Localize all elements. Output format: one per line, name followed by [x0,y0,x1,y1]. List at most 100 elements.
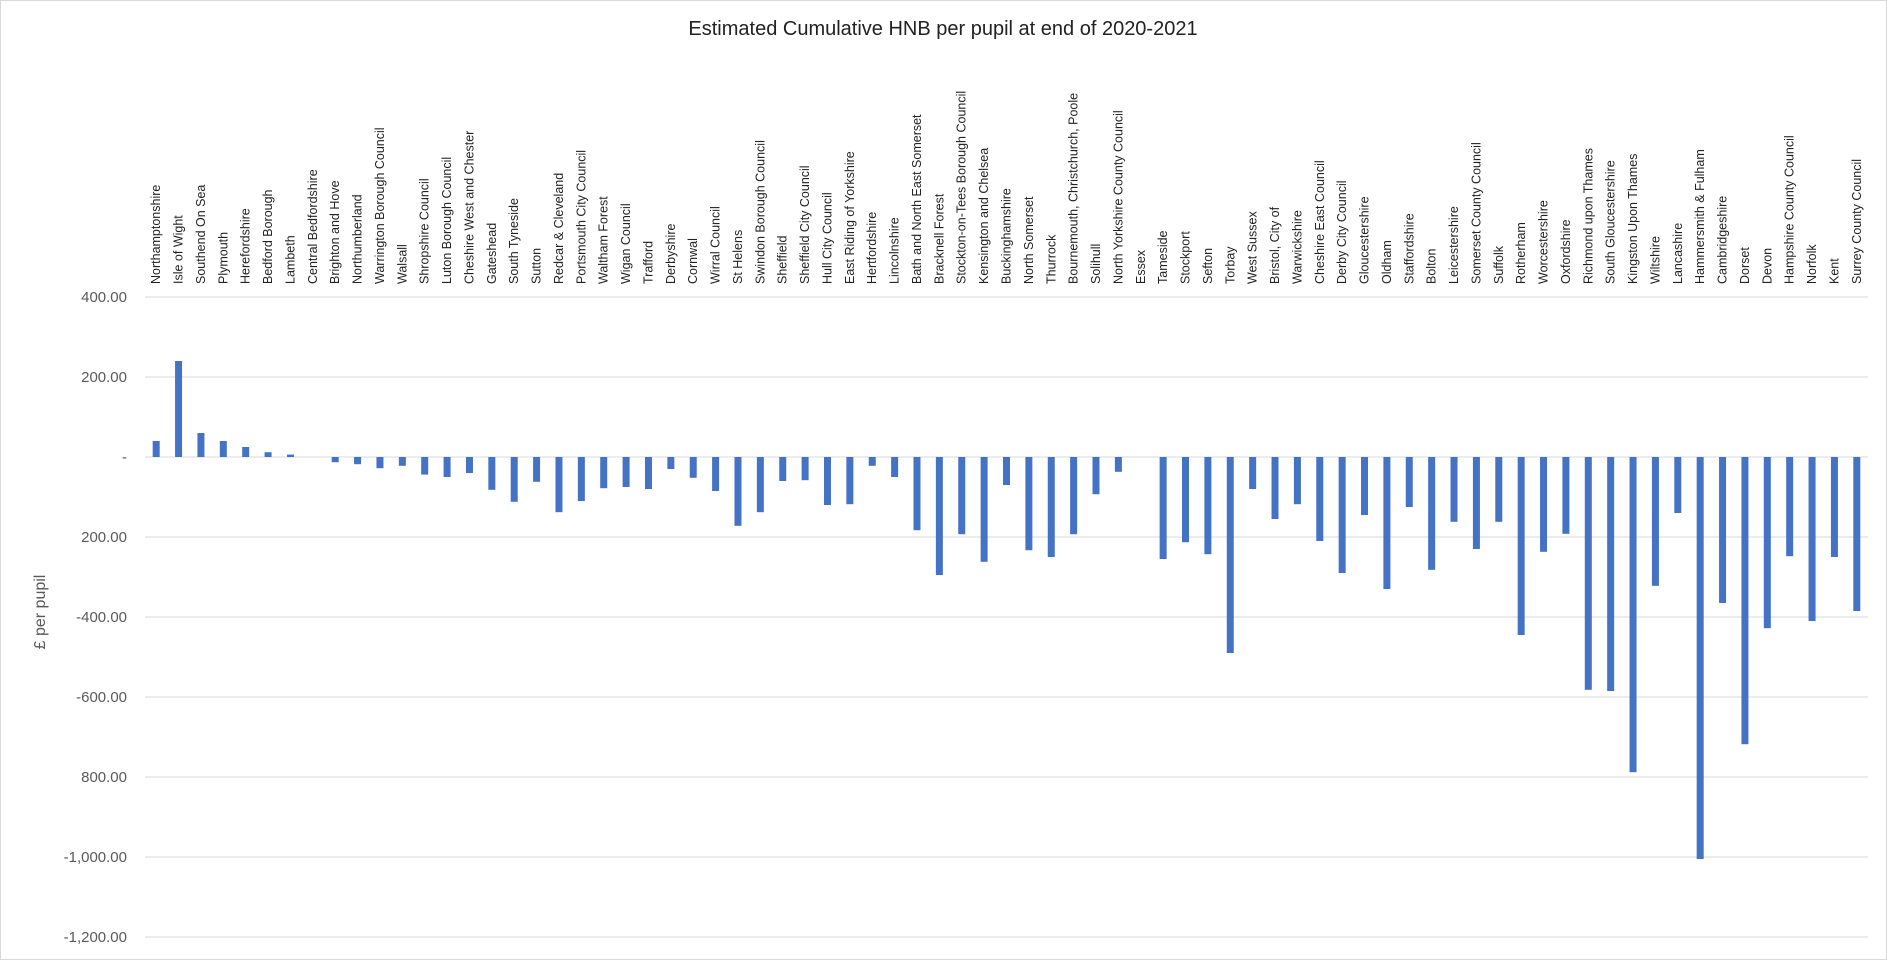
bar [935,457,943,575]
category-label: Lincolnshire [888,217,902,284]
category-label: Bracknell Forest [932,193,946,284]
category-label: Plymouth [216,232,230,284]
bar [801,457,809,481]
bar [644,457,652,489]
bar [622,457,630,487]
bar [712,457,720,491]
bar [1540,457,1548,552]
category-label: Wirral Council [709,206,723,284]
category-label: Richmond upon Thames [1581,148,1595,284]
category-label: Derbyshire [664,224,678,284]
category-label: Staffordshire [1402,213,1416,284]
category-label: Southend On Sea [194,185,208,284]
bar [1092,457,1100,495]
bar [1674,457,1682,513]
bar [1271,457,1279,519]
y-tick-label: -400.00 [76,609,127,626]
category-label: Shropshire Council [418,178,432,284]
bar [1204,457,1212,555]
bar [913,457,921,531]
category-label: Sutton [530,248,544,284]
category-label: Bedford Borough [261,189,275,284]
bar [421,457,429,475]
bar [197,433,205,457]
bar [600,457,608,489]
y-tick-label: -1,000.00 [64,849,127,866]
category-label: Sefton [1201,248,1215,284]
y-tick-label: 200.00 [81,529,127,546]
bar [779,457,787,481]
category-label: North Somerset [1022,196,1036,284]
bar [510,457,518,502]
category-label: Lancashire [1671,223,1685,284]
bar [264,452,272,457]
category-label: Warrington Borough Council [373,127,387,284]
category-label: Tameside [1156,230,1170,284]
bar [846,457,854,505]
category-label: Hampshire County Council [1783,135,1797,284]
bar [1182,457,1190,543]
bar [1607,457,1615,691]
category-label: Oldham [1380,240,1394,284]
bar [1338,457,1346,573]
category-label: Cheshire West and Chester [462,131,476,284]
bar [152,441,160,457]
bar [734,457,742,526]
category-label: Northamptonshire [149,185,163,284]
bar [533,457,541,482]
y-tick-label: - [122,449,127,466]
category-label: Isle of Wight [172,215,186,284]
category-label: South Tyneside [507,198,521,284]
category-label: Warwickshire [1290,210,1304,284]
category-label: Somerset County Council [1469,142,1483,284]
bar [242,447,250,457]
category-label: Suffolk [1492,245,1506,284]
bar [1025,457,1033,551]
bar [1003,457,1010,485]
category-label: Cornwal [686,238,700,284]
bar [1763,457,1771,629]
bar [577,457,585,501]
bar [1741,457,1749,745]
category-label: Sheffield [776,236,790,284]
category-label: South Gloucestershire [1604,160,1618,284]
bar [398,457,406,466]
bar [219,441,227,457]
bar [286,454,294,457]
bar [823,457,831,505]
category-label: Essex [1134,249,1148,284]
category-label: Sheffield City Council [798,165,812,284]
chart-title: Estimated Cumulative HNB per pupil at en… [688,18,1197,40]
category-label: Lambeth [283,235,297,284]
bar [1517,457,1525,635]
bar [1114,457,1122,472]
bar [1853,457,1861,611]
bar [1651,457,1659,586]
category-label: Dorset [1738,247,1752,284]
category-label: Oxfordshire [1559,219,1573,284]
category-label: Norfolk [1805,244,1819,284]
bars [152,361,1861,859]
y-tick-label: 200.00 [81,369,127,386]
category-label: Swindon Borough Council [753,140,767,284]
category-labels: Northamptonshire Isle of Wight Southend On… [149,91,1864,284]
y-tick-label: 400.00 [81,289,127,306]
category-label: Northumberland [351,194,365,284]
category-label: Buckinghamshire [1000,188,1014,284]
category-label: Worcestershire [1537,200,1551,284]
category-label: Devon [1760,248,1774,284]
bar [1293,457,1301,505]
category-label: Gateshead [485,223,499,284]
bar [1786,457,1794,557]
category-label: Walsall [395,244,409,284]
bar [175,361,183,457]
category-label: Luton Borough Council [440,157,454,284]
category-label: Waltham Forest [597,196,611,284]
category-label: East Riding of Yorkshire [843,151,857,284]
bar [443,457,451,477]
y-tick-label: 800.00 [81,769,127,786]
y-tick-label: -600.00 [76,689,127,706]
category-label: Bath and North East Somerset [910,114,924,284]
